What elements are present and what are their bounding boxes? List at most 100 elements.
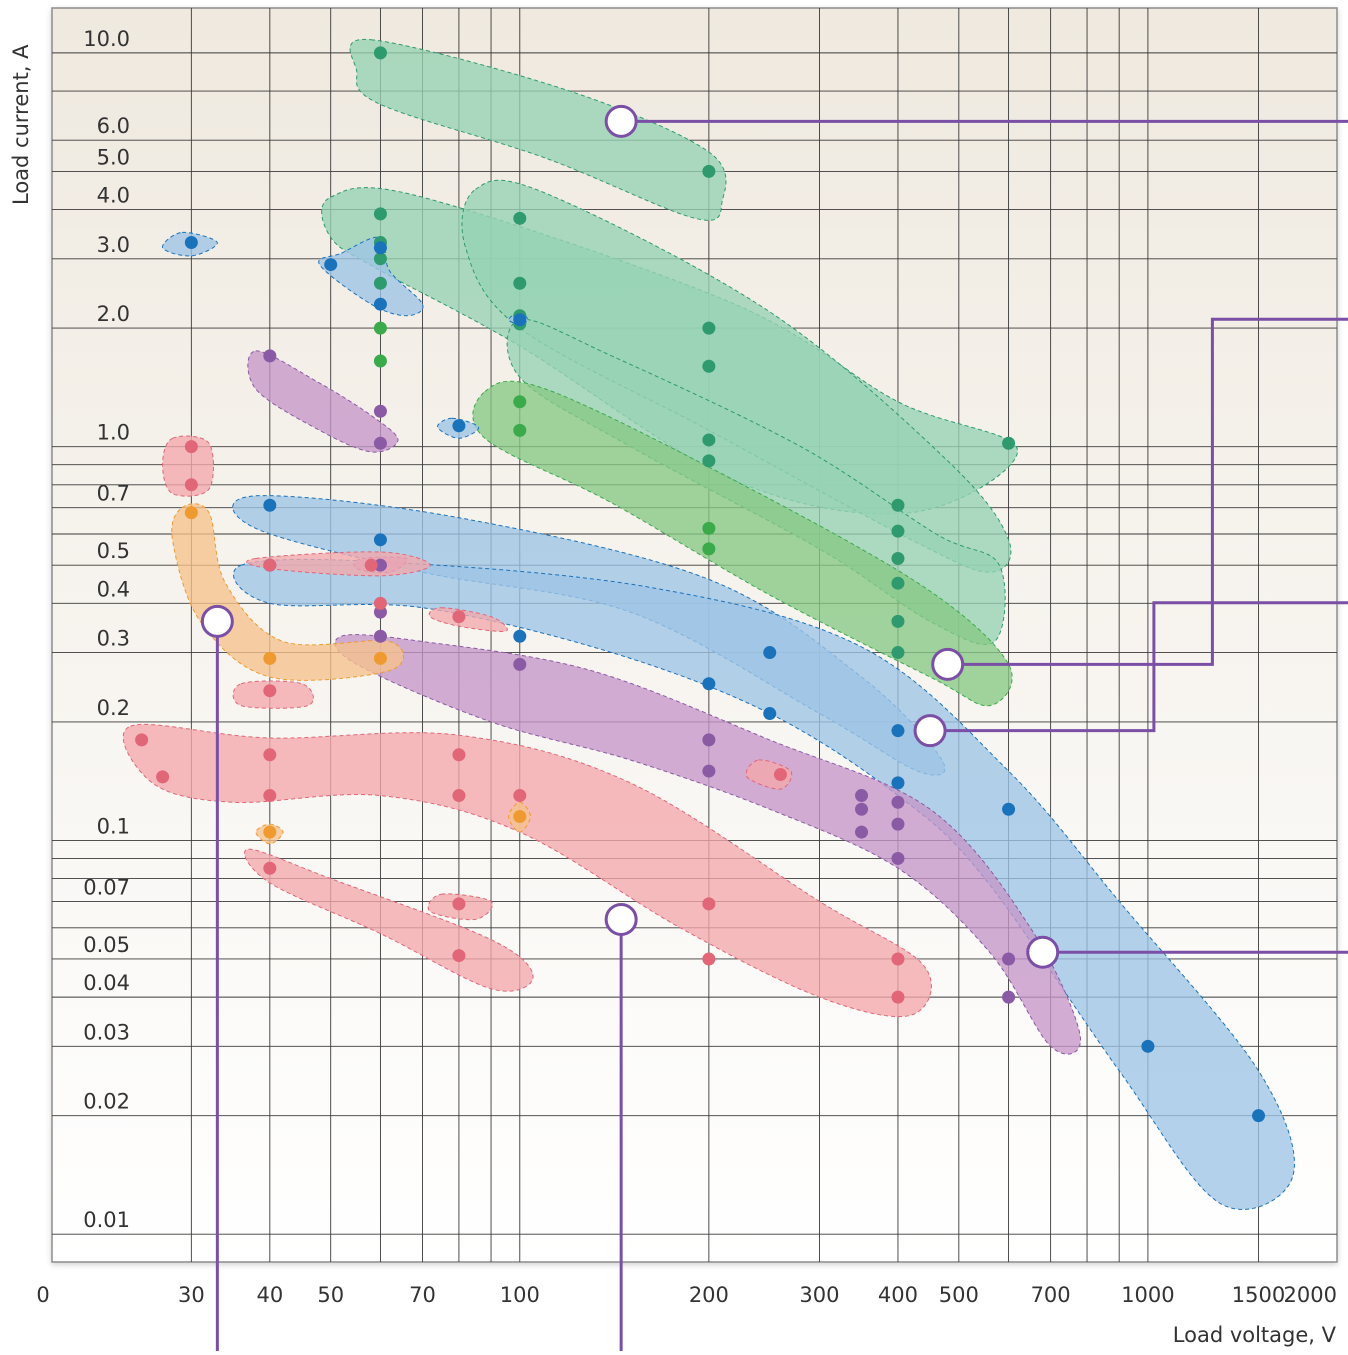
red-data-point — [373, 596, 387, 610]
blue-data-point — [891, 776, 905, 790]
teal-data-point — [373, 276, 387, 290]
y-tick-label: 0.4 — [97, 577, 130, 601]
callout — [604, 902, 638, 1351]
red-data-point — [156, 770, 170, 784]
green-data-point — [373, 321, 387, 335]
orange-region — [171, 503, 404, 681]
teal-data-point — [1002, 436, 1016, 450]
green-data-point — [702, 521, 716, 535]
red-data-point — [135, 733, 149, 747]
blue-data-point — [452, 419, 466, 433]
teal-data-point — [513, 276, 527, 290]
teal-data-point — [891, 614, 905, 628]
y-tick-label: 0.05 — [83, 933, 130, 957]
red-region — [122, 723, 932, 1018]
green-data-point — [373, 354, 387, 368]
red-data-point — [891, 990, 905, 1004]
x-tick-label: 30 — [178, 1283, 205, 1307]
blue-data-point — [263, 498, 277, 512]
y-tick-label: 0.3 — [97, 627, 130, 651]
teal-data-point — [373, 46, 387, 60]
purple-data-point — [1002, 990, 1016, 1004]
green-data-point — [513, 423, 527, 437]
teal-data-point — [373, 207, 387, 221]
red-region — [162, 435, 214, 497]
callout-marker — [604, 104, 638, 138]
x-tick-label: 40 — [256, 1283, 283, 1307]
teal-data-point — [891, 576, 905, 590]
callout-marker — [1026, 935, 1060, 969]
red-data-point — [184, 440, 198, 454]
y-tick-label: 0.2 — [97, 696, 130, 720]
blue-data-point — [373, 533, 387, 547]
callout-layer — [200, 104, 1348, 1351]
y-tick-label: 0.7 — [97, 482, 130, 506]
x-tick-label: 500 — [939, 1283, 979, 1307]
y-tick-label: 5.0 — [97, 145, 130, 169]
y-tick-label: 0.5 — [97, 539, 130, 563]
callout — [200, 604, 234, 1351]
orange-data-point — [184, 506, 198, 520]
blue-data-point — [373, 241, 387, 255]
y-tick-label: 0.01 — [83, 1208, 130, 1232]
purple-data-point — [891, 851, 905, 865]
blue-data-point — [891, 724, 905, 738]
x-tick-label: 200 — [689, 1283, 729, 1307]
purple-data-point — [1002, 952, 1016, 966]
y-axis-title: Load current, A — [9, 44, 33, 205]
red-data-point — [702, 897, 716, 911]
blue-data-point — [702, 677, 716, 691]
blue-data-point — [1252, 1109, 1266, 1123]
purple-data-point — [702, 733, 716, 747]
callout-leader-line — [930, 601, 1348, 733]
y-tick-label: 0.02 — [83, 1090, 130, 1114]
purple-data-point — [373, 629, 387, 643]
x-tick-label: 70 — [409, 1283, 436, 1307]
callout — [931, 317, 1348, 681]
blue-data-point — [1002, 802, 1016, 816]
red-data-point — [891, 952, 905, 966]
callout-marker — [200, 604, 234, 638]
x-tick-label: 300 — [799, 1283, 839, 1307]
blue-data-point — [763, 646, 777, 660]
blue-data-point — [513, 629, 527, 643]
teal-data-point — [891, 524, 905, 538]
orange-data-point — [373, 651, 387, 665]
red-data-point — [452, 789, 466, 803]
orange-data-point — [263, 651, 277, 665]
x-tick-label: 50 — [317, 1283, 344, 1307]
red-data-point — [452, 748, 466, 762]
blue-data-point — [1141, 1039, 1155, 1053]
red-data-point — [263, 789, 277, 803]
x-tick-label: 1000 — [1121, 1283, 1174, 1307]
red-data-point — [263, 558, 277, 572]
purple-data-point — [702, 764, 716, 778]
purple-data-point — [263, 349, 277, 363]
teal-region — [349, 39, 727, 221]
purple-data-point — [855, 825, 869, 839]
blue-data-point — [373, 297, 387, 311]
x-tick-label: 100 — [500, 1283, 540, 1307]
green-region — [472, 380, 1013, 707]
red-data-point — [263, 684, 277, 698]
x-tick-label: 2000 — [1284, 1283, 1337, 1307]
y-tick-label: 0.1 — [97, 814, 130, 838]
callout-marker — [913, 714, 947, 748]
red-data-point — [184, 478, 198, 492]
red-data-point — [263, 861, 277, 875]
y-tick-label: 0.07 — [83, 875, 130, 899]
purple-data-point — [891, 795, 905, 809]
teal-data-point — [702, 433, 716, 447]
callout-leader-line — [947, 317, 1348, 666]
purple-data-point — [855, 802, 869, 816]
teal-data-point — [702, 321, 716, 335]
purple-data-point — [855, 789, 869, 803]
x-tick-label: 400 — [878, 1283, 918, 1307]
y-tick-label: 2.0 — [97, 302, 130, 326]
teal-data-point — [513, 211, 527, 225]
y-tick-label: 10.0 — [83, 27, 130, 51]
red-data-point — [452, 949, 466, 963]
teal-data-point — [702, 454, 716, 468]
